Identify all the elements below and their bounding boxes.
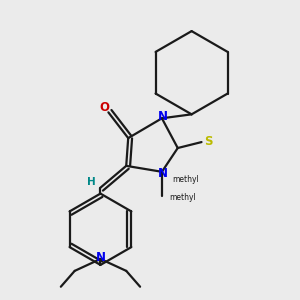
Text: S: S: [204, 135, 212, 148]
Text: N: N: [95, 251, 106, 264]
Text: N: N: [158, 110, 167, 123]
Text: O: O: [99, 101, 109, 114]
Text: methyl: methyl: [169, 194, 196, 202]
Text: N: N: [158, 167, 167, 180]
Text: H: H: [87, 177, 96, 187]
Text: methyl: methyl: [172, 175, 199, 184]
